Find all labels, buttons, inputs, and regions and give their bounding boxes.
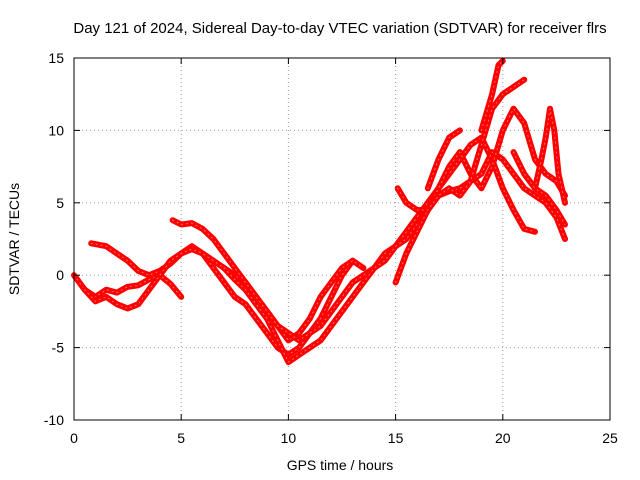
series-marker-texture-track-4 (172, 137, 536, 341)
series-marker-texture-track-7 (397, 79, 525, 211)
series-marker-texture-track-1 (73, 274, 182, 298)
axis-ticks (73, 57, 611, 421)
series-marker-texture-track-8 (427, 129, 461, 189)
series-marker-texture-track-9 (480, 60, 504, 131)
series-marker-texture-track-11 (513, 151, 566, 225)
x-tick-label: 0 (70, 430, 78, 446)
series-line-track-8 (424, 127, 463, 192)
y-tick-label: -10 (44, 412, 64, 428)
plot-frame (73, 57, 611, 421)
series-group (71, 57, 568, 366)
x-axis-label: GPS time / hours (287, 457, 394, 473)
y-tick-label: 0 (56, 267, 64, 283)
grid-lines (74, 58, 610, 420)
y-axis-label: SDTVAR / TECUs (6, 183, 22, 295)
x-tick-label: 25 (602, 430, 618, 446)
tick-labels: 0 5 10 15 20 25 -10 -5 0 5 10 15 (44, 50, 618, 446)
series-line-track-10 (532, 105, 568, 206)
x-tick-label: 10 (281, 430, 297, 446)
y-tick-label: 5 (56, 195, 64, 211)
y-tick-label: 10 (48, 122, 64, 138)
chart-title: Day 121 of 2024, Sidereal Day-to-day VTE… (73, 20, 606, 37)
series-line-track-2 (88, 240, 367, 358)
series-line-track-3 (81, 246, 356, 344)
y-tick-label: -5 (52, 340, 65, 356)
series-marker-texture-track-5 (223, 151, 566, 363)
x-tick-label: 15 (388, 430, 404, 446)
series-line-track-7 (394, 76, 528, 213)
series-marker-texture-track-3 (84, 248, 354, 341)
series-line-track-9 (478, 57, 506, 134)
series-line-track-11 (510, 149, 568, 228)
series-line-track-5 (221, 149, 568, 366)
series-marker-texture-track-10 (534, 108, 566, 204)
y-tick-label: 15 (48, 50, 64, 66)
x-tick-label: 20 (495, 430, 511, 446)
series-line-track-4 (169, 134, 538, 344)
x-tick-label: 5 (177, 430, 185, 446)
